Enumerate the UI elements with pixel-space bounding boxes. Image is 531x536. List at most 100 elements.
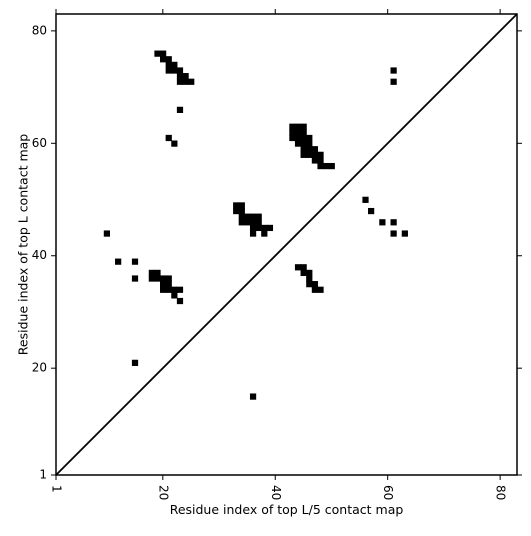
contact-cell — [294, 129, 302, 136]
contact-cell — [171, 286, 178, 293]
contact-cell — [311, 157, 319, 164]
contact-cell — [165, 67, 172, 74]
y-tick-label: 60 — [32, 136, 47, 150]
contact-cell — [306, 140, 313, 147]
contact-cell — [300, 264, 307, 271]
contact-cell — [289, 123, 296, 130]
contact-cell — [300, 146, 307, 153]
contact-cell — [131, 258, 139, 265]
contact-cell — [306, 151, 313, 158]
contact-cell — [238, 207, 245, 215]
contact-cell — [300, 129, 307, 136]
contact-cell — [160, 286, 167, 293]
contact-cell — [306, 281, 313, 288]
contact-cell — [160, 56, 167, 63]
axis-ticks — [51, 9, 522, 480]
contact-cell — [390, 78, 397, 85]
contact-cell — [311, 151, 319, 158]
contact-cell — [306, 146, 313, 153]
contact-cell — [115, 258, 122, 265]
contact-cell — [171, 61, 178, 69]
contact-cell — [160, 275, 167, 282]
contact-cell — [171, 292, 178, 299]
contact-cell — [131, 359, 139, 366]
x-tick-label: 40 — [269, 485, 283, 500]
contact-cell — [160, 50, 167, 57]
contact-cell — [300, 123, 307, 130]
plot-frame — [55, 13, 518, 476]
contact-cell — [379, 219, 386, 226]
contact-cell — [171, 140, 178, 147]
contact-cell — [249, 219, 257, 226]
tick-labels: 1 20 40 60 80 1 20 40 60 80 — [32, 23, 508, 500]
contact-cell — [300, 134, 307, 142]
contact-cell — [300, 140, 307, 147]
contact-cell — [165, 281, 172, 288]
contact-cell — [255, 224, 262, 232]
contact-cell — [176, 106, 184, 113]
contact-cell — [182, 73, 189, 80]
x-tick-label: 20 — [156, 485, 170, 500]
contact-cell — [261, 230, 268, 237]
contact-cell — [182, 78, 189, 85]
contact-cell — [165, 61, 172, 69]
contact-cell — [148, 269, 155, 277]
contact-cell — [249, 213, 257, 220]
y-tick-label: 40 — [32, 248, 47, 262]
contact-cells — [103, 50, 408, 400]
x-tick-label: 1 — [50, 485, 64, 493]
contact-cell — [249, 230, 257, 237]
contact-cell — [238, 213, 245, 220]
contact-cell — [165, 286, 172, 293]
y-tick-label: 20 — [32, 361, 47, 375]
contact-cell — [317, 162, 324, 170]
contact-cell — [176, 78, 184, 85]
y-axis-label: Residue index of top L contact map — [16, 134, 31, 355]
contact-cell — [154, 275, 161, 282]
x-tick-label: 80 — [494, 485, 508, 500]
diagonal-line — [55, 13, 518, 476]
contact-cell — [176, 67, 184, 74]
contact-cell — [233, 207, 240, 215]
contact-cell — [249, 393, 257, 400]
contact-cell — [160, 281, 167, 288]
contact-cell — [131, 275, 139, 282]
contact-cell — [300, 269, 307, 277]
contact-cell — [328, 162, 335, 170]
contact-cell — [165, 275, 172, 282]
contact-cell — [289, 134, 296, 142]
contact-cell — [176, 73, 184, 80]
contact-cell — [306, 269, 313, 277]
contact-cell — [154, 269, 161, 277]
contact-cell — [317, 286, 324, 293]
contact-cell — [311, 146, 319, 153]
contact-cell — [323, 162, 330, 170]
contact-cell — [317, 157, 324, 164]
contact-cell — [148, 275, 155, 282]
y-tick-label: 80 — [32, 23, 47, 37]
contact-cell — [244, 213, 251, 220]
contact-cell — [294, 264, 302, 271]
contact-cell — [165, 134, 172, 142]
contact-cell — [401, 230, 408, 237]
contact-cell — [362, 196, 369, 203]
contact-cell — [306, 275, 313, 282]
y-tick-label: 1 — [39, 468, 47, 482]
contact-cell — [311, 286, 319, 293]
contact-cell — [176, 286, 184, 293]
contact-cell — [233, 202, 240, 209]
contact-cell — [255, 213, 262, 220]
contact-cell — [390, 230, 397, 237]
contact-cell — [294, 134, 302, 142]
contact-cell — [165, 56, 172, 63]
contact-cell — [244, 219, 251, 226]
contact-cell — [188, 78, 195, 85]
contact-cell — [317, 151, 324, 158]
contact-cell — [368, 207, 375, 215]
contact-cell — [255, 219, 262, 226]
contact-cell — [266, 224, 274, 232]
contact-cell — [249, 224, 257, 232]
contact-cell — [390, 219, 397, 226]
